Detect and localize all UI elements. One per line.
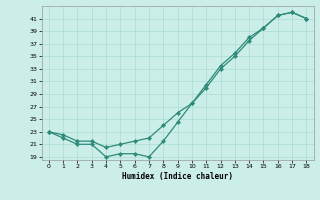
X-axis label: Humidex (Indice chaleur): Humidex (Indice chaleur) [122,172,233,181]
